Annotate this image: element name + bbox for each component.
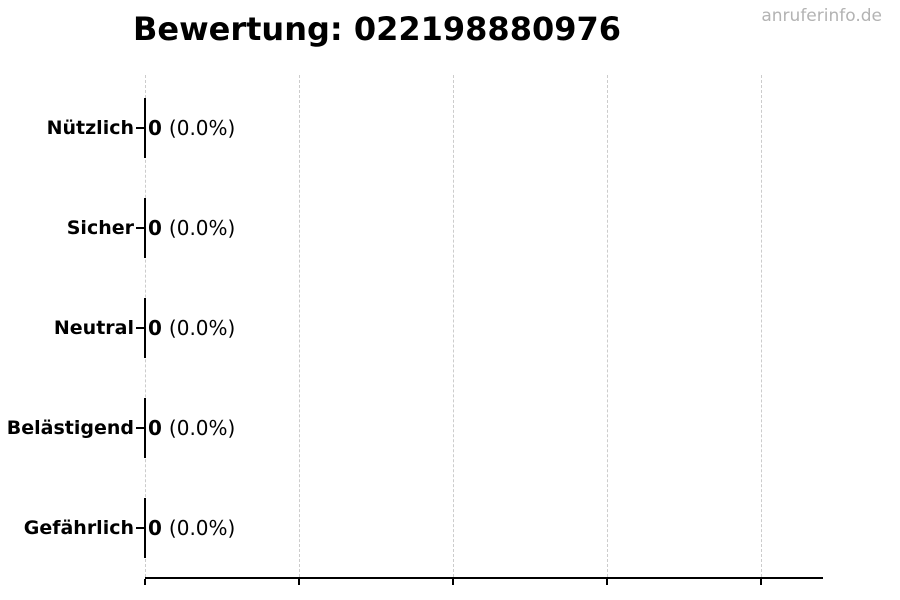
- value-label: 0 (0.0%): [148, 316, 235, 340]
- x-axis-tick: [760, 579, 762, 585]
- value-count: 0: [148, 216, 162, 240]
- value-label: 0 (0.0%): [148, 116, 235, 140]
- value-label: 0 (0.0%): [148, 516, 235, 540]
- value-count: 0: [148, 516, 162, 540]
- x-axis-tick: [452, 579, 454, 585]
- zero-bar: [144, 398, 146, 458]
- value-percent: (0.0%): [168, 116, 236, 140]
- watermark-text: anruferinfo.de: [761, 6, 882, 26]
- value-count: 0: [148, 116, 162, 140]
- value-count: 0: [148, 316, 162, 340]
- x-axis-tick: [606, 579, 608, 585]
- y-axis-tick: [136, 427, 145, 429]
- category-label: Nützlich: [46, 117, 134, 139]
- y-axis-tick: [136, 127, 145, 129]
- x-axis-tick: [144, 579, 146, 585]
- value-percent: (0.0%): [168, 416, 236, 440]
- zero-bar: [144, 298, 146, 358]
- value-percent: (0.0%): [168, 316, 236, 340]
- x-axis-tick: [298, 579, 300, 585]
- value-label: 0 (0.0%): [148, 216, 235, 240]
- value-count: 0: [148, 416, 162, 440]
- zero-bar: [144, 498, 146, 558]
- y-axis-tick: [136, 227, 145, 229]
- category-label: Belästigend: [6, 417, 134, 439]
- gridline-x4: [761, 75, 762, 577]
- gridline-x3: [607, 75, 608, 577]
- plot-area: Nützlich 0 (0.0%) Sicher 0 (0.0%) Neutral …: [7, 75, 823, 585]
- value-percent: (0.0%): [168, 516, 236, 540]
- y-axis-tick: [136, 327, 145, 329]
- value-percent: (0.0%): [168, 216, 236, 240]
- x-axis-line: [145, 577, 823, 579]
- zero-bar: [144, 98, 146, 158]
- y-axis-tick: [136, 527, 145, 529]
- gridline-x1: [299, 75, 300, 577]
- value-label: 0 (0.0%): [148, 416, 235, 440]
- chart-title: Bewertung: 022198880976: [132, 10, 622, 48]
- zero-bar: [144, 198, 146, 258]
- gridline-x2: [453, 75, 454, 577]
- category-label: Sicher: [66, 217, 134, 239]
- category-label: Gefährlich: [23, 517, 134, 539]
- category-label: Neutral: [53, 317, 134, 339]
